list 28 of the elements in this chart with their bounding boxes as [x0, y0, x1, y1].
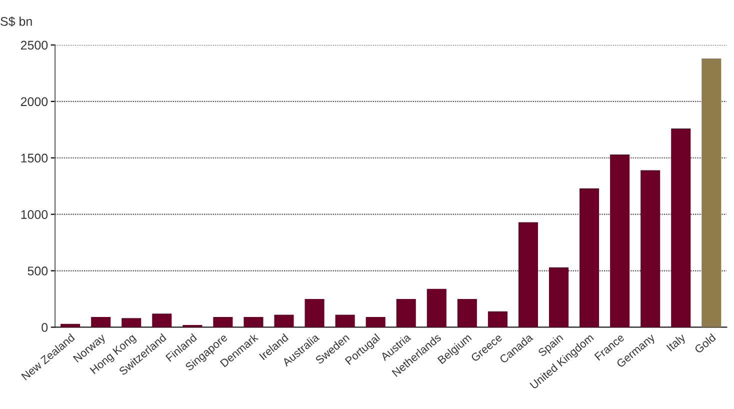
bar — [548, 267, 569, 328]
y-tick-label: 2000 — [20, 97, 48, 106]
bar — [518, 222, 538, 328]
bar — [610, 154, 630, 328]
bar — [152, 314, 172, 328]
bar — [426, 288, 446, 328]
y-tick-label: 1500 — [21, 154, 48, 163]
y-tick-label: 0 — [42, 323, 48, 332]
bar — [122, 318, 142, 328]
bar — [580, 188, 600, 328]
bar — [396, 298, 416, 328]
bar — [335, 314, 355, 328]
y-axis-title: S$ bn — [0, 16, 32, 27]
bar — [91, 317, 111, 328]
y-tick-label: 2500 — [20, 40, 48, 50]
y-tick-label: 1000 — [21, 210, 48, 219]
bar — [671, 128, 691, 328]
bar — [213, 317, 233, 328]
y-tick-label: 500 — [28, 266, 48, 276]
x-tick-label: Italy — [666, 332, 688, 354]
bar — [366, 317, 386, 328]
bar — [640, 170, 660, 328]
bar — [488, 311, 508, 328]
bar — [244, 317, 264, 328]
bar — [274, 314, 294, 328]
bar — [304, 298, 324, 328]
bar — [457, 298, 477, 328]
bar — [702, 58, 722, 328]
